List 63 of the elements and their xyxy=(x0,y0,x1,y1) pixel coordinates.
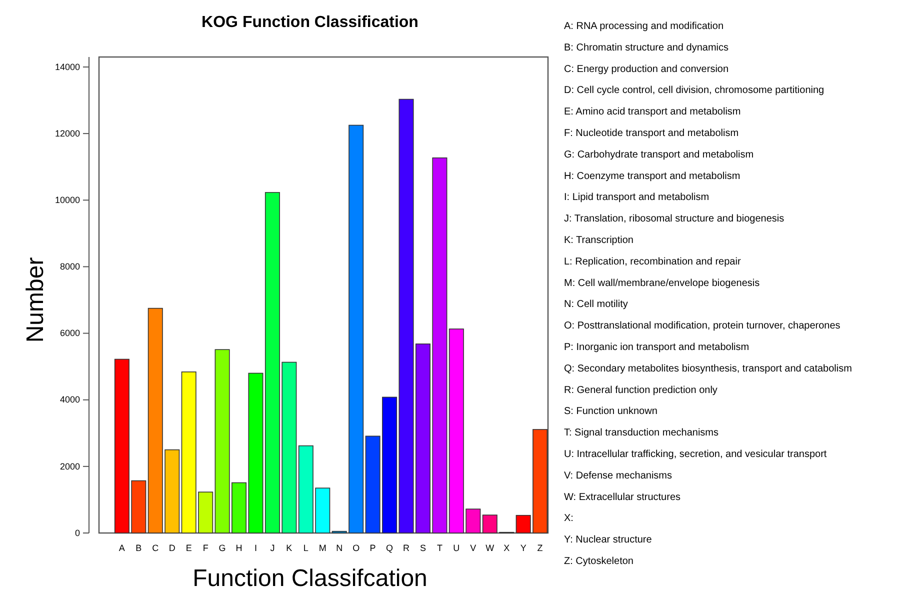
text: K: Transcription xyxy=(564,235,634,246)
text: A: RNA processing and modification xyxy=(564,21,724,32)
x-tick-label: B xyxy=(136,543,142,553)
x-tick-label: R xyxy=(403,543,410,553)
x-tick-label: Q xyxy=(386,543,394,553)
text: U: Intracellular trafficking, secretion, and vesicular transport xyxy=(564,449,827,460)
x-tick-label: T xyxy=(436,543,443,553)
y-tick-label: 12000 xyxy=(54,128,80,138)
text: J: Translation, ribosomal structure and biogenesis xyxy=(564,214,784,225)
text: M: Cell wall/membrane/envelope biogenesis xyxy=(564,278,760,289)
text: X: xyxy=(564,513,574,524)
x-tick-label: I xyxy=(254,543,257,553)
x-tick-label: J xyxy=(270,543,275,553)
x-tick-label: Y xyxy=(520,543,526,553)
x-tick-label: F xyxy=(202,543,209,553)
y-tick-label: 6000 xyxy=(60,328,80,338)
text: D: Cell cycle control, cell division, chromosome partitioning xyxy=(564,85,824,96)
y-tick-label: 10000 xyxy=(54,195,80,206)
x-tick-label: N xyxy=(336,543,343,553)
x-tick-label: G xyxy=(218,543,226,553)
x-tick-label: L xyxy=(303,543,308,553)
x-tick-label: X xyxy=(504,543,510,553)
x-tick-label: A xyxy=(118,543,125,553)
text: S: Function unknown xyxy=(564,406,658,418)
y-tick-label: 2000 xyxy=(60,461,80,472)
text: T: Signal transduction mechanisms xyxy=(564,428,719,439)
text: P: Inorganic ion transport and metabolism xyxy=(564,342,750,353)
text: V: Defense mechanisms xyxy=(564,470,672,482)
x-tick-label: E xyxy=(186,543,192,553)
chart-title: KOG Function Classification xyxy=(202,14,418,31)
x-tick-label: K xyxy=(286,543,292,553)
y-tick-label: 8000 xyxy=(60,262,80,272)
y-tick-label: 4000 xyxy=(60,394,80,405)
text: F: Nucleotide transport and metabolism xyxy=(564,128,739,139)
text: Y: Nuclear structure xyxy=(564,534,652,546)
x-tick-label: Z xyxy=(537,543,544,553)
text: C: Energy production and conversion xyxy=(564,64,729,75)
x-tick-label: S xyxy=(420,543,426,553)
x-tick-label: W xyxy=(486,543,495,553)
x-tick-label: U xyxy=(453,543,460,553)
text: Q: Secondary metabolites biosynthesis, transport and catabolism xyxy=(564,363,852,374)
x-axis-title: Function Classifcation xyxy=(192,565,428,592)
text: B: Chromatin structure and dynamics xyxy=(564,42,729,54)
text: N: Cell motility xyxy=(564,299,628,310)
text: G: Carbohydrate transport and metabolism xyxy=(564,149,754,160)
text: L: Replication, recombination and repair xyxy=(564,256,742,268)
text: R: General function prediction only xyxy=(564,384,718,396)
y-tick-label: 0 xyxy=(74,528,80,538)
text: H: Coenzyme transport and metabolism xyxy=(564,170,740,182)
y-axis-title: Number xyxy=(22,257,49,343)
x-tick-label: V xyxy=(470,543,476,553)
x-tick-label: C xyxy=(152,543,160,553)
text: Z: Cytoskeleton xyxy=(564,556,634,567)
x-tick-label: M xyxy=(318,543,326,553)
y-tick-label: 14000 xyxy=(54,62,80,72)
x-tick-label: H xyxy=(236,543,242,553)
x-tick-label: D xyxy=(168,543,176,553)
text: I: Lipid transport and metabolism xyxy=(564,192,710,204)
x-tick-label: P xyxy=(370,543,376,553)
text: O: Posttranslational modification, protein turnover, chaperones xyxy=(564,320,840,332)
text: E: Amino acid transport and metabolism xyxy=(564,106,741,118)
text: W: Extracellular structures xyxy=(564,492,681,503)
x-tick-label: O xyxy=(352,543,360,553)
